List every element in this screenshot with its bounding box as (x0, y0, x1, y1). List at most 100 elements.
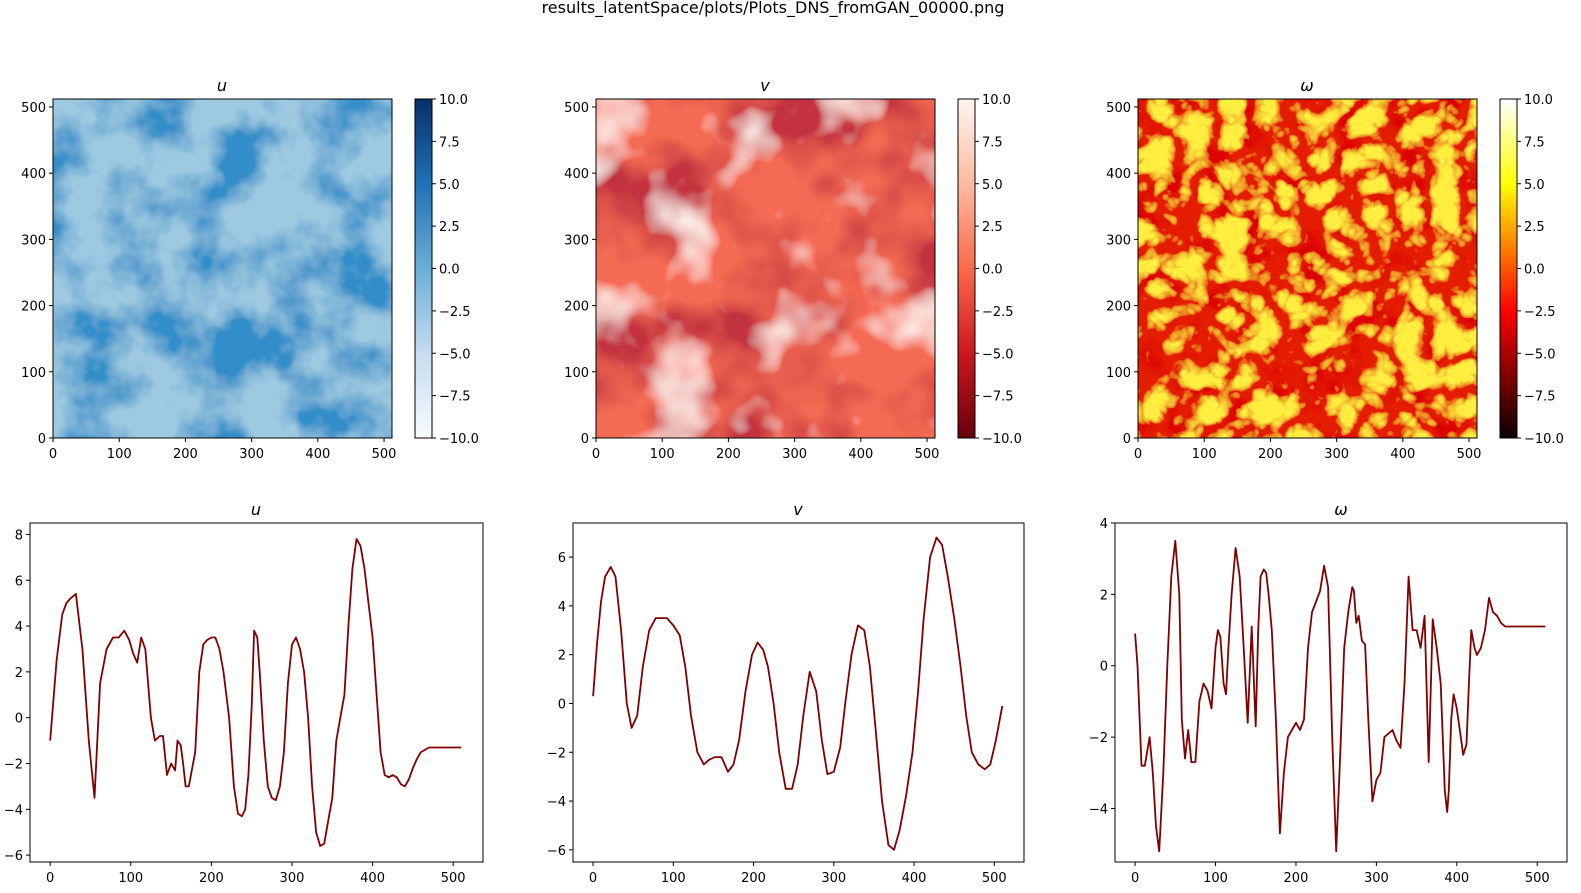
line-title-u: u (251, 500, 261, 519)
y-tick-label: 400 (1106, 167, 1131, 182)
x-tick-label: 300 (1364, 871, 1389, 886)
x-tick-label: 0 (592, 447, 600, 462)
x-tick-label: 500 (372, 447, 397, 462)
x-tick-label: 500 (915, 447, 940, 462)
heatmap-title-u: u (217, 76, 227, 95)
heatmap-title-omega: ω (1300, 76, 1313, 95)
x-tick-label: 500 (1525, 871, 1550, 886)
y-tick-label: 0 (1100, 660, 1108, 675)
x-tick-label: 400 (1444, 871, 1469, 886)
figure-suptitle: results_latentSpace/plots/Plots_DNS_from… (541, 0, 1005, 17)
line-title-omega: ω (1334, 500, 1347, 519)
heatmap-yticks-v: 0 100 200 300 400 500 (564, 101, 596, 447)
colorbar-tick-label: 0.0 (439, 263, 460, 278)
colorbar-tick-label: −7.5 (1524, 390, 1556, 405)
heatmap-panel-u: u 0 100 200 300 400 500 0 100 200 300 400 500 10.0… (21, 76, 479, 462)
colorbar-ticks-omega: 10.0 7.5 5.0 2.5 0.0 −2.5 −5.0 −7.5 −10.0 (1517, 93, 1564, 447)
y-tick-label: 0 (558, 697, 566, 712)
x-tick-label: 0 (46, 871, 54, 886)
colorbar-tick-label: 2.5 (439, 220, 460, 235)
series-line (1134, 539, 1546, 853)
x-tick-label: 200 (741, 871, 766, 886)
x-tick-label: 500 (1457, 447, 1482, 462)
x-tick-label: 300 (239, 447, 264, 462)
colorbar-tick-label: −2.5 (982, 305, 1014, 320)
colorbar-tick-label: −5.0 (982, 347, 1014, 362)
y-tick-label: 100 (21, 366, 46, 381)
colorbar-tick-label: 10.0 (1524, 93, 1553, 108)
line-frame-omega (1114, 522, 1568, 863)
x-tick-label: 100 (661, 871, 686, 886)
colorbar-tick-label: 0.0 (982, 263, 1003, 278)
y-tick-label: 2 (558, 649, 566, 664)
y-tick-label: 0 (15, 712, 23, 727)
x-tick-label: 400 (902, 871, 927, 886)
colorbar-tick-label: 5.0 (439, 178, 460, 193)
heatmap-title-v: v (760, 76, 770, 95)
x-tick-label: 300 (821, 871, 846, 886)
colorbar-tick-label: −7.5 (439, 390, 471, 405)
x-tick-label: 100 (107, 447, 132, 462)
x-tick-label: 200 (173, 447, 198, 462)
heatmap-image-v (596, 99, 935, 438)
x-tick-label: 100 (118, 871, 143, 886)
y-tick-label: 400 (564, 167, 589, 182)
y-tick-label: 200 (564, 300, 589, 315)
colorbar-tick-label: 10.0 (982, 93, 1011, 108)
x-tick-label: 300 (280, 871, 305, 886)
colorbar-omega (1499, 98, 1518, 439)
y-tick-label: 6 (15, 574, 23, 589)
colorbar-tick-label: 5.0 (982, 178, 1003, 193)
y-tick-label: 4 (558, 600, 566, 615)
colorbar-tick-label: 7.5 (982, 135, 1003, 150)
y-tick-label: 6 (558, 551, 566, 566)
y-tick-label: 500 (1106, 101, 1131, 116)
line-title-v: v (793, 500, 803, 519)
x-tick-label: 200 (1284, 871, 1309, 886)
heatmap-yticks-u: 0 100 200 300 400 500 (21, 101, 53, 447)
colorbar-tick-label: −10.0 (1524, 432, 1564, 447)
x-tick-label: 0 (589, 871, 597, 886)
colorbar-tick-label: 5.0 (1524, 178, 1545, 193)
y-tick-label: 2 (15, 666, 23, 681)
colorbar-tick-label: −2.5 (1524, 305, 1556, 320)
x-tick-label: 200 (1258, 447, 1283, 462)
colorbar-tick-label: 2.5 (982, 220, 1003, 235)
y-tick-label: 100 (564, 366, 589, 381)
colorbar-tick-label: −5.0 (1524, 347, 1556, 362)
y-tick-label: 100 (1106, 366, 1131, 381)
colorbar-tick-label: −7.5 (982, 390, 1014, 405)
y-tick-label: 300 (564, 233, 589, 248)
y-tick-label: 300 (21, 233, 46, 248)
y-tick-label: 200 (21, 300, 46, 315)
y-tick-label: 0 (38, 432, 46, 447)
heatmap-frame-u (52, 98, 393, 439)
x-tick-label: 400 (305, 447, 330, 462)
y-tick-label: 0 (1123, 432, 1131, 447)
colorbar-tick-label: −10.0 (439, 432, 479, 447)
colorbar-ticks-v: 10.0 7.5 5.0 2.5 0.0 −2.5 −5.0 −7.5 −10.0 (975, 93, 1022, 447)
y-tick-label: 8 (15, 528, 23, 543)
x-tick-label: 500 (982, 871, 1007, 886)
heatmap-panel-omega: ω 0 100 200 300 400 500 0 100 200 300 400 500 10.0… (1106, 76, 1564, 462)
line-panel-u: u 0 100 200 300 400 500 −6 −4 −2 0 2 4 6 8 (4, 500, 484, 886)
line-frame-v (572, 522, 1025, 863)
y-tick-label: −4 (547, 795, 566, 810)
heatmap-frame-omega (1137, 98, 1478, 439)
colorbar-tick-label: 2.5 (1524, 220, 1545, 235)
y-tick-label: 400 (21, 167, 46, 182)
colorbar-tick-label: −2.5 (439, 305, 471, 320)
series-line (49, 538, 462, 847)
x-tick-label: 0 (49, 447, 57, 462)
line-plot-v: 0 100 200 300 400 500 −6 −4 −2 0 2 4 6 (547, 536, 1007, 886)
colorbar-u (414, 98, 433, 439)
x-tick-label: 0 (1134, 447, 1142, 462)
y-tick-label: 2 (1100, 588, 1108, 603)
colorbar-tick-label: 7.5 (1524, 135, 1545, 150)
line-panel-v: v 0 100 200 300 400 500 −6 −4 −2 0 2 4 6 (547, 500, 1025, 886)
x-tick-label: 0 (1131, 871, 1139, 886)
y-tick-label: −4 (4, 803, 23, 818)
x-tick-label: 400 (848, 447, 873, 462)
y-tick-label: 4 (15, 620, 23, 635)
